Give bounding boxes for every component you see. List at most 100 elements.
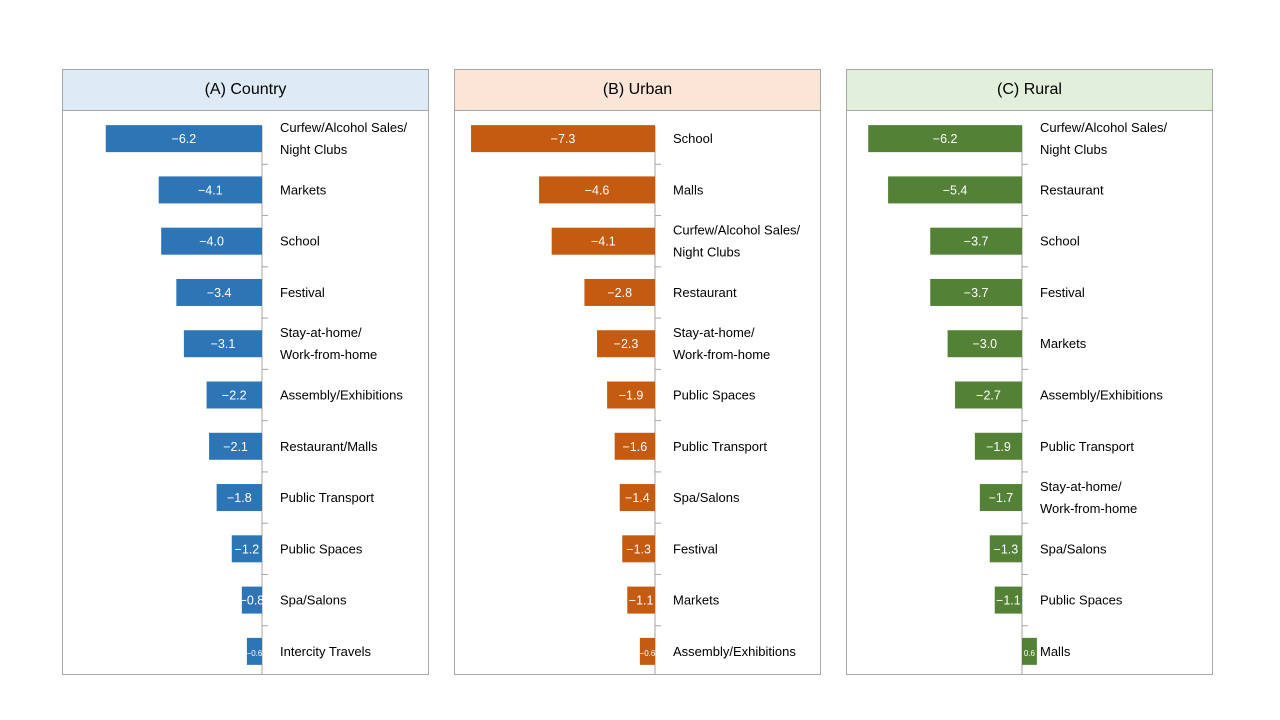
bar [607, 381, 655, 409]
category-label: Intercity Travels [280, 644, 372, 659]
bar-value-label: −2.3 [614, 337, 639, 351]
bar-value-label: −5.4 [943, 183, 968, 197]
bar [597, 330, 655, 358]
bar-value-label: −2.2 [222, 389, 247, 403]
bar [868, 125, 1022, 153]
bar [614, 432, 655, 460]
bar-value-label: −4.1 [198, 183, 223, 197]
bar-value-label: −0.6 [640, 649, 656, 658]
bar [183, 330, 262, 358]
category-label: Markets [673, 593, 720, 608]
bar-value-label: 0.6 [1024, 649, 1036, 658]
bar [622, 535, 655, 563]
category-label: Festival [280, 285, 325, 300]
category-label: Curfew/Alcohol Sales/Night Clubs [673, 223, 801, 260]
bar [471, 125, 655, 153]
bar-value-label: −2.8 [607, 286, 632, 300]
category-label: Spa/Salons [673, 490, 740, 505]
bar-value-label: −1.9 [619, 389, 644, 403]
bar [888, 176, 1022, 204]
category-label: Assembly/Exhibitions [1040, 388, 1163, 403]
bar-value-label: −3.0 [972, 337, 997, 351]
bar [158, 176, 262, 204]
bar [619, 484, 655, 512]
category-label: Restaurant/Malls [280, 439, 378, 454]
bar [105, 125, 262, 153]
panel-title: (C) Rural [847, 70, 1212, 111]
category-label: Malls [1040, 644, 1071, 659]
bar-value-label: −1.8 [227, 491, 252, 505]
bar [584, 278, 655, 306]
bar-value-label: −1.3 [626, 542, 651, 556]
bar-value-label: −1.7 [989, 491, 1014, 505]
bar-value-label: −1.9 [986, 440, 1011, 454]
category-label: Restaurant [1040, 182, 1104, 197]
bar [989, 535, 1022, 563]
bar-chart-urban: −7.3 School −4.6 Malls −4.1 Curfew/Alcohol Sa… [471, 125, 801, 674]
category-label: Malls [673, 182, 704, 197]
bar-value-label: −1.1 [629, 594, 654, 608]
category-label: Markets [280, 182, 327, 197]
bar [209, 432, 262, 460]
category-label: Stay-at-home/Work-from-home [1040, 479, 1137, 516]
bar-value-label: −7.3 [551, 132, 576, 146]
bar-value-label: −2.1 [223, 440, 248, 454]
chart-panel-rural: (C) Rural −6.2 Curfew/Alcohol Sales/Night… [846, 69, 1213, 675]
bar [176, 278, 262, 306]
bar-value-label: −1.2 [235, 542, 260, 556]
bar [216, 484, 262, 512]
category-label: Spa/Salons [280, 593, 347, 608]
chart-panel-country: (A) Country −6.2 Curfew/Alcohol Sales/Nig… [62, 69, 429, 675]
category-label: Public Spaces [673, 388, 756, 403]
bar [930, 278, 1022, 306]
category-label: Assembly/Exhibitions [280, 388, 403, 403]
category-label: Festival [673, 541, 718, 556]
bar-value-label: −2.7 [976, 389, 1001, 403]
bar [161, 227, 262, 255]
bar [627, 586, 655, 614]
bar-value-label: −0.6 [247, 649, 263, 658]
category-label: Curfew/Alcohol Sales/Night Clubs [1040, 120, 1168, 157]
bar [241, 586, 262, 614]
category-label: Assembly/Exhibitions [673, 644, 796, 659]
category-label: Restaurant [673, 285, 737, 300]
category-label: Curfew/Alcohol Sales/Night Clubs [280, 120, 408, 157]
bar [947, 330, 1022, 358]
bar [639, 637, 655, 665]
bar-value-label: −1.1 [996, 594, 1021, 608]
bar-value-label: −1.6 [622, 440, 647, 454]
bar-value-label: −4.6 [585, 183, 610, 197]
bar-value-label: −1.3 [994, 542, 1019, 556]
bar [1022, 637, 1037, 665]
bar-chart-country: −6.2 Curfew/Alcohol Sales/Night Clubs −4.1… [105, 120, 408, 674]
bar-value-label: −3.7 [964, 235, 989, 249]
bar-value-label: −0.8 [240, 594, 265, 608]
panel-title: (A) Country [63, 70, 428, 111]
bar [979, 484, 1022, 512]
bar-value-label: −6.2 [172, 132, 197, 146]
bar-value-label: −3.4 [207, 286, 232, 300]
panel-title: (B) Urban [455, 70, 820, 111]
category-label: Public Spaces [280, 541, 363, 556]
category-label: Stay-at-home/Work-from-home [673, 325, 770, 362]
chart-panel-urban: (B) Urban −7.3 School −4.6 Malls −4.1 Curfew/… [454, 69, 821, 675]
category-label: Stay-at-home/Work-from-home [280, 325, 377, 362]
category-label: Public Spaces [1040, 593, 1123, 608]
bar [246, 637, 262, 665]
bar [955, 381, 1022, 409]
category-label: School [1040, 234, 1080, 249]
bar [231, 535, 262, 563]
category-label: School [280, 234, 320, 249]
bar-value-label: −3.7 [964, 286, 989, 300]
bar [206, 381, 262, 409]
bar-value-label: −4.1 [591, 235, 616, 249]
bar [551, 227, 655, 255]
bar-chart-rural: −6.2 Curfew/Alcohol Sales/Night Clubs −5.4… [868, 120, 1168, 674]
category-label: Markets [1040, 336, 1087, 351]
bar-value-label: −4.0 [199, 235, 224, 249]
bar-value-label: −6.2 [933, 132, 958, 146]
category-label: School [673, 131, 713, 146]
category-label: Festival [1040, 285, 1085, 300]
category-label: Public Transport [280, 490, 374, 505]
category-label: Public Transport [673, 439, 767, 454]
